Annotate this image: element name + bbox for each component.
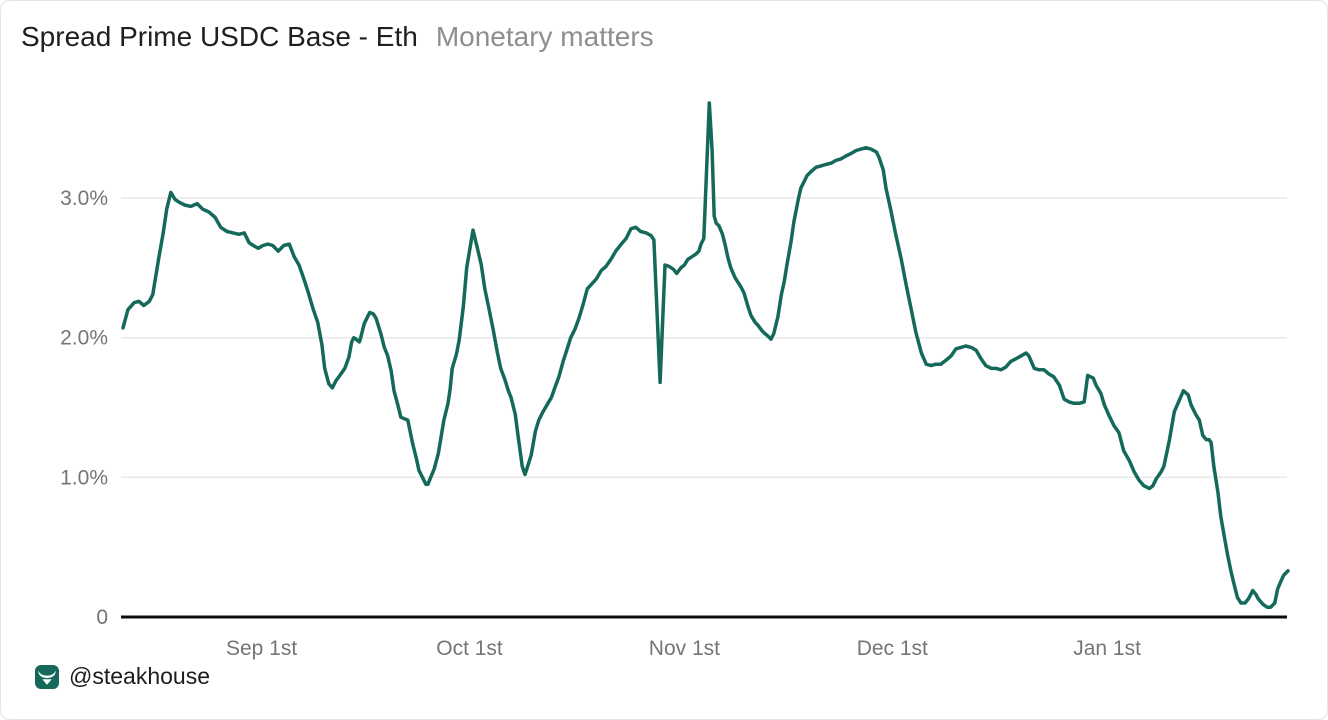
y-tick-label: 3.0%: [60, 187, 108, 210]
x-tick-label: Sep 1st: [226, 637, 297, 660]
x-tick-label: Nov 1st: [649, 637, 720, 660]
y-tick-label: 2.0%: [60, 327, 108, 350]
watermark-row: @steakhouse: [35, 663, 210, 690]
y-tick-label: 1.0%: [60, 466, 108, 489]
chart-header: Spread Prime USDC Base - Eth Monetary ma…: [21, 21, 654, 53]
page-subtitle: Monetary matters: [435, 21, 654, 52]
x-tick-label: Oct 1st: [436, 637, 503, 660]
watermark-text: @steakhouse: [69, 663, 210, 689]
series-line: [121, 101, 1290, 609]
x-tick-label: Jan 1st: [1073, 637, 1141, 660]
steakhouse-bull-icon: [35, 664, 59, 689]
y-tick-label: 0: [96, 606, 108, 629]
page-title: Spread Prime USDC Base - Eth: [21, 21, 418, 52]
x-tick-label: Dec 1st: [857, 637, 928, 660]
